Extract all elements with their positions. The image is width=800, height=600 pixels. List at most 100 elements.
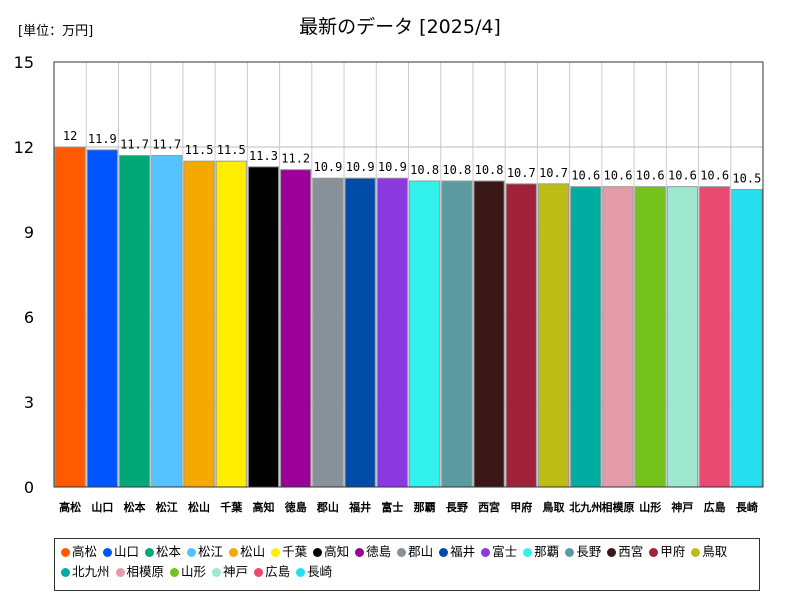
legend-marker — [61, 568, 70, 577]
x-tick-label: 広島 — [704, 500, 726, 514]
x-tick-label: 松山 — [188, 500, 210, 514]
data-label: 11.7 — [120, 138, 149, 152]
bar — [247, 166, 280, 488]
legend-marker — [103, 548, 113, 557]
data-label: 12 — [63, 129, 77, 143]
legend-label: 富士 — [492, 544, 518, 559]
data-label: 11.5 — [217, 143, 246, 157]
y-tick-label: 9 — [24, 223, 34, 242]
legend-label: 松江 — [198, 544, 224, 559]
bar — [537, 183, 570, 488]
data-label: 10.9 — [346, 160, 375, 174]
x-tick-label: 山形 — [639, 500, 661, 514]
legend-item: 神戸 — [212, 562, 248, 582]
bar — [344, 177, 376, 488]
bar — [280, 169, 312, 488]
legend-item: 甲府 — [649, 542, 685, 562]
bar — [54, 146, 86, 488]
x-tick-label: 松江 — [156, 500, 178, 514]
legend-item: 郡山 — [397, 542, 433, 562]
y-tick-label: 6 — [24, 308, 34, 327]
legend-marker — [523, 548, 533, 557]
bar — [602, 186, 634, 488]
legend-marker — [170, 568, 180, 577]
legend-label: 西宮 — [618, 544, 644, 559]
bar — [376, 177, 409, 488]
y-tick-label: 12 — [14, 138, 34, 157]
x-tick-label: 那覇 — [414, 501, 436, 514]
x-tick-label: 西宮 — [478, 500, 500, 514]
legend-marker — [691, 548, 701, 557]
data-label: 10.9 — [313, 160, 342, 174]
legend-marker — [439, 548, 449, 557]
legend-marker — [61, 548, 70, 557]
bar — [409, 180, 441, 488]
legend-item: 高知 — [313, 542, 349, 562]
legend-marker — [355, 548, 365, 557]
legend-label: 長崎 — [307, 564, 333, 579]
x-tick-label: 神戸 — [671, 500, 693, 514]
legend-marker — [212, 568, 222, 577]
data-label: 11.3 — [249, 149, 278, 163]
x-tick-label: 鳥取 — [543, 500, 565, 514]
legend-item: 相模原 — [115, 562, 164, 582]
bar — [634, 186, 666, 488]
data-label: 10.9 — [378, 160, 407, 174]
y-tick-label: 0 — [24, 478, 34, 497]
legend: 高松 山口 松本 松江 松山 千葉 高知 徳島 郡山 福井 富士 那覇 長野 西宮 甲府 鳥取北九州 相模原 山形… — [54, 538, 760, 591]
data-label: 10.7 — [539, 166, 568, 180]
x-tick-label: 郡山 — [316, 500, 339, 514]
data-label: 10.7 — [507, 166, 536, 180]
x-tick-label: 甲府 — [510, 500, 532, 514]
y-tick-label: 15 — [14, 53, 34, 72]
legend-marker — [313, 548, 323, 557]
legend-marker — [271, 548, 281, 557]
legend-label: 松山 — [240, 544, 266, 559]
x-tick-label: 北九州 — [569, 500, 602, 514]
data-label: 10.6 — [636, 169, 665, 183]
legend-item: 福井 — [439, 542, 475, 562]
legend-marker — [649, 548, 659, 557]
x-tick-label: 高知 — [252, 500, 274, 514]
x-tick-label: 相模原 — [601, 500, 634, 514]
legend-marker — [187, 548, 197, 557]
data-label: 10.8 — [410, 163, 439, 177]
legend-marker — [145, 548, 155, 557]
data-label: 11.5 — [185, 143, 214, 157]
x-tick-label: 福井 — [348, 500, 371, 514]
legend-marker — [481, 548, 491, 557]
legend-item: 長崎 — [296, 562, 332, 582]
legend-label: 徳島 — [366, 544, 392, 559]
legend-marker — [397, 548, 407, 557]
legend-label: 那覇 — [534, 544, 560, 559]
legend-label: 福井 — [450, 544, 476, 559]
legend-item: 富士 — [481, 542, 517, 562]
legend-label: 高松 — [72, 544, 98, 559]
bar — [118, 155, 151, 488]
legend-item: 西宮 — [607, 542, 643, 562]
x-tick-label: 千葉 — [220, 500, 243, 514]
legend-item: 松山 — [229, 542, 265, 562]
legend-item: 松本 — [145, 542, 181, 562]
bar — [473, 180, 505, 488]
legend-marker — [254, 568, 264, 577]
legend-item: 松江 — [187, 542, 223, 562]
chart-title: 最新のデータ [2025/4] — [299, 16, 501, 38]
legend-marker — [296, 568, 306, 577]
legend-label: 鳥取 — [702, 544, 728, 559]
legend-item: 鳥取 — [691, 542, 727, 562]
legend-item: 千葉 — [271, 542, 307, 562]
bar — [86, 149, 118, 488]
legend-label: 郡山 — [408, 544, 434, 559]
legend-item: 山形 — [170, 562, 206, 582]
x-tick-label: 松本 — [124, 500, 146, 514]
data-label: 10.6 — [700, 169, 729, 183]
plot-frame — [53, 61, 764, 488]
bar — [215, 160, 247, 488]
bar — [666, 186, 699, 488]
data-label: 11.7 — [152, 138, 181, 152]
x-tick-label: 山口 — [91, 500, 113, 514]
legend-label: 長野 — [576, 544, 602, 559]
